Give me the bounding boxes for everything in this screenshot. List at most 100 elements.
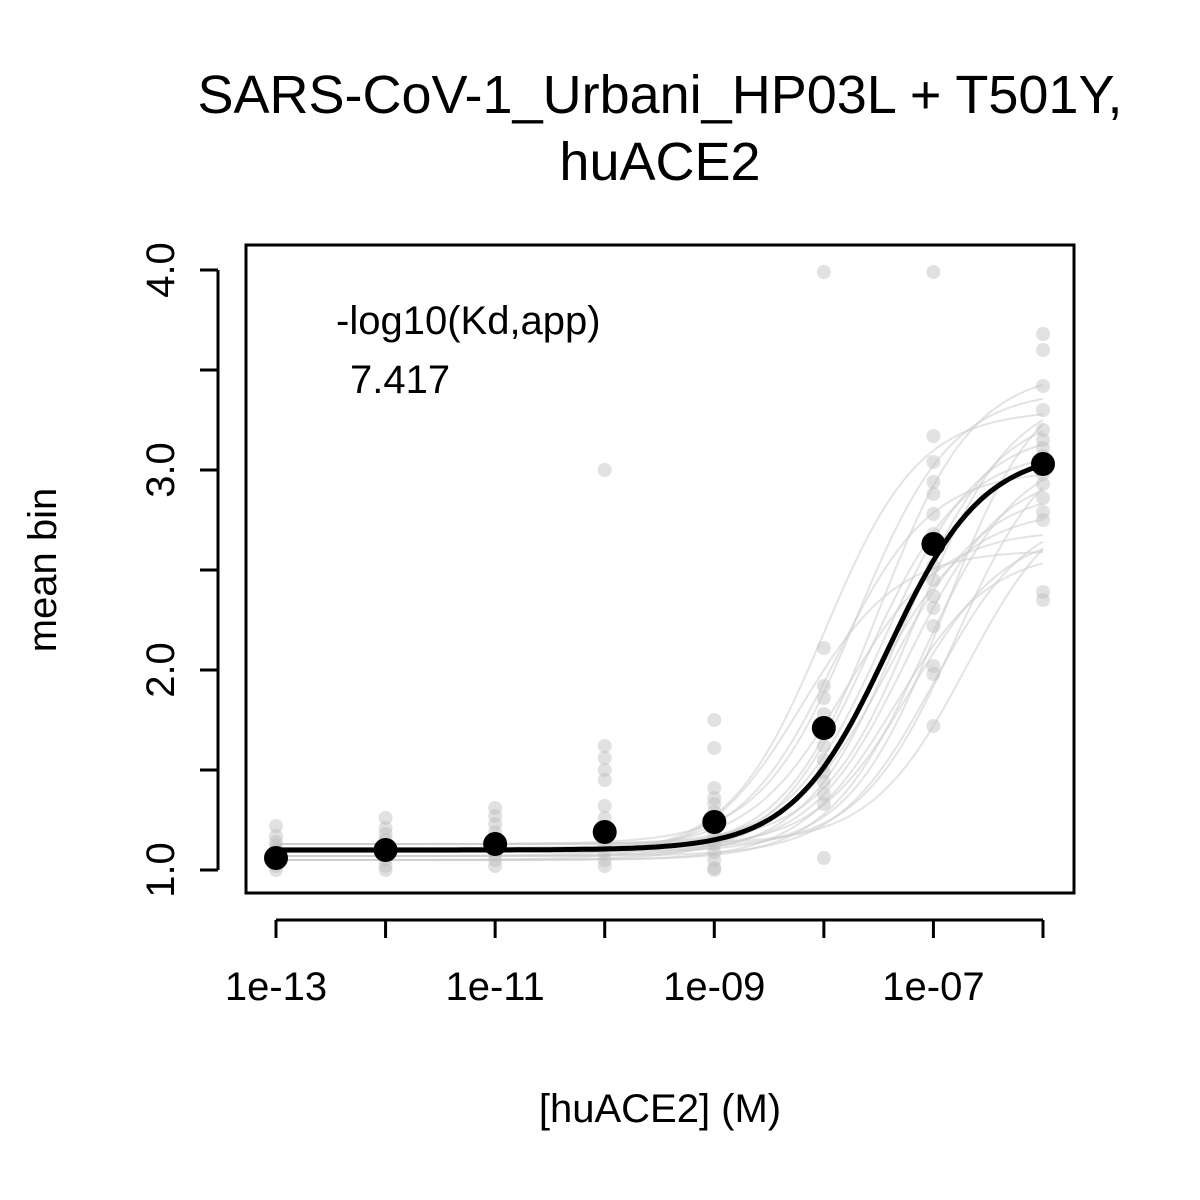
replicate-point — [926, 507, 941, 521]
replicate-point — [488, 809, 503, 823]
replicate-curve — [276, 548, 1044, 845]
replicate-point — [597, 773, 612, 787]
kd-annotation-value: 7.417 — [350, 358, 450, 402]
replicate-point — [707, 741, 722, 755]
replicate-point — [488, 801, 503, 815]
replicate-point — [488, 859, 503, 873]
x-axis: 1e-13 1e-11 1e-09 1e-07 — [225, 918, 1045, 1009]
mean-point — [483, 832, 508, 856]
plot-frame — [244, 243, 1076, 895]
replicate-point — [597, 739, 612, 753]
replicate-point — [707, 791, 722, 805]
replicate-point — [1036, 379, 1050, 393]
replicate-point — [1036, 403, 1050, 417]
replicate-point — [597, 463, 612, 477]
replicate-point — [926, 573, 941, 587]
kd-annotation-label: -log10(Kd,app) — [336, 299, 601, 343]
replicate-point — [597, 763, 612, 777]
replicate-point — [597, 853, 612, 867]
x-axis-label: [huACE2] (M) — [539, 1087, 781, 1131]
chart-title-line-2: huACE2 — [559, 132, 760, 192]
replicate-point — [1036, 477, 1050, 491]
replicate-point — [816, 775, 831, 789]
replicate-curve — [276, 479, 1044, 861]
replicate-point — [707, 845, 722, 859]
replicate-point — [707, 861, 722, 875]
kd-annotation: -log10(Kd,app) 7.417 — [336, 299, 601, 402]
replicate-point — [1036, 327, 1050, 341]
mean-point — [811, 716, 836, 740]
replicate-point — [1036, 505, 1050, 519]
replicate-point — [707, 863, 722, 877]
replicate-point — [378, 863, 393, 877]
replicate-point — [926, 429, 941, 443]
replicate-point — [378, 859, 393, 873]
mean-point — [264, 846, 288, 870]
replicate-point — [269, 819, 283, 833]
x-tick-label: 1e-07 — [882, 965, 984, 1009]
replicate-point — [1036, 441, 1050, 455]
x-tick-label: 1e-11 — [445, 965, 544, 1009]
replicate-point — [1036, 343, 1050, 357]
replicate-point — [378, 811, 393, 825]
replicate-point — [488, 817, 503, 831]
x-tick-label: 1e-09 — [663, 965, 765, 1009]
replicate-curve — [276, 423, 1044, 853]
mean-point — [1031, 452, 1055, 476]
replicate-point — [707, 713, 722, 727]
replicate-point — [926, 265, 941, 279]
replicate-point — [1036, 513, 1050, 527]
mean-point — [921, 532, 946, 556]
replicate-point — [707, 797, 722, 811]
replicate-point — [816, 787, 831, 801]
replicate-point — [816, 691, 831, 705]
replicate-point — [597, 799, 612, 813]
mean-point — [702, 810, 727, 834]
replicate-point — [707, 853, 722, 867]
replicate-point — [597, 751, 612, 765]
replicate-point — [1036, 423, 1050, 437]
y-tick-label: 4.0 — [139, 242, 183, 298]
replicate-point — [1036, 593, 1050, 607]
mean-point — [373, 838, 398, 862]
replicate-point — [1036, 433, 1050, 447]
y-tick-label: 3.0 — [139, 442, 183, 498]
replicate-point — [926, 589, 941, 603]
y-tick-label: 2.0 — [139, 642, 183, 698]
replicate-point — [926, 487, 941, 501]
replicate-point — [816, 679, 831, 693]
replicate-point — [378, 827, 393, 841]
replicate-point — [269, 835, 283, 849]
y-tick-label: 1.0 — [139, 842, 183, 898]
replicate-point — [926, 719, 941, 733]
replicate-point — [926, 667, 941, 681]
replicate-point — [378, 821, 393, 835]
replicate-point — [816, 739, 831, 753]
replicate-point — [816, 851, 831, 865]
replicate-curve — [276, 443, 1044, 849]
replicate-point — [1036, 585, 1050, 599]
replicate-point — [707, 781, 722, 795]
replicate-point — [597, 859, 612, 873]
y-axis: 1.0 2.0 3.0 4.0 — [139, 242, 220, 898]
replicate-point — [926, 659, 941, 673]
mean-point — [592, 820, 617, 844]
replicate-point — [816, 265, 831, 279]
replicate-point — [926, 475, 941, 489]
chart-title-line-1: SARS-CoV-1_Urbani_HP03L + T501Y, — [197, 65, 1122, 125]
x-tick-label: 1e-13 — [225, 965, 327, 1009]
replicate-point — [926, 601, 941, 615]
mean-points — [264, 452, 1055, 870]
replicate-point — [816, 797, 831, 811]
chart-title: SARS-CoV-1_Urbani_HP03L + T501Y, huACE2 — [197, 65, 1122, 192]
replicate-point — [269, 829, 283, 843]
replicate-points — [269, 265, 1050, 877]
replicate-point — [816, 641, 831, 655]
fit-curve — [276, 462, 1044, 853]
replicate-point — [488, 853, 503, 867]
replicate-curve — [276, 540, 1044, 857]
replicate-point — [926, 455, 941, 469]
replicate-point — [926, 619, 941, 633]
y-axis-label: mean bin — [21, 488, 65, 653]
